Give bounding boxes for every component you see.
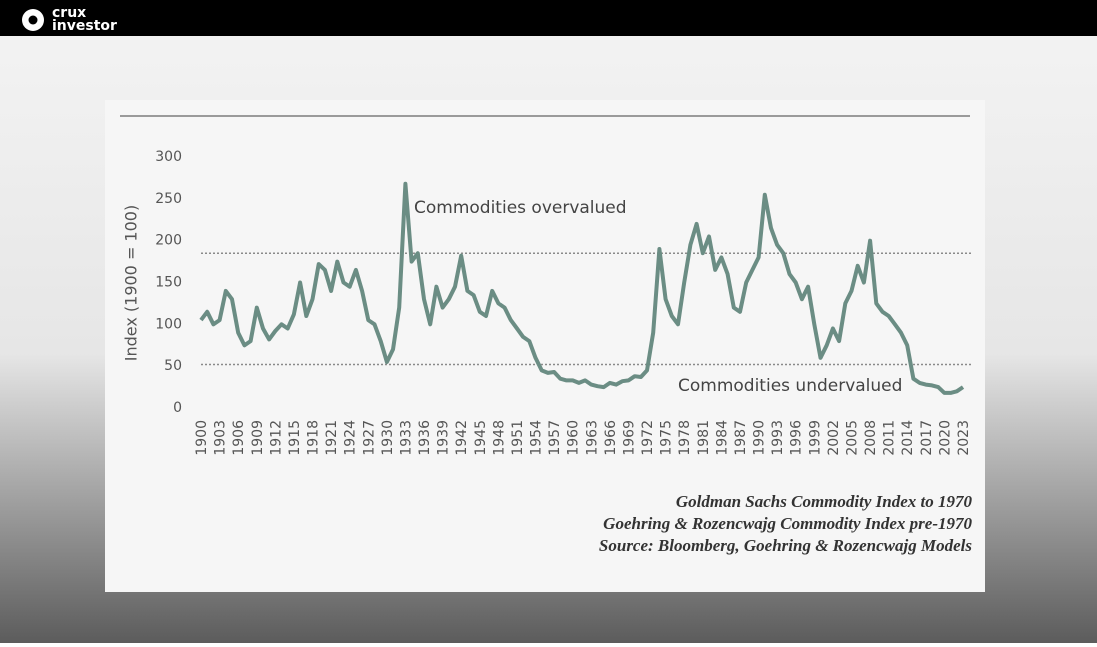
x-tick-label: 1942	[454, 420, 470, 456]
x-tick-label: 1936	[417, 420, 433, 456]
x-tick-label: 1939	[436, 420, 452, 456]
logo-text: crux	[52, 5, 86, 21]
x-tick-label: 1984	[714, 420, 730, 456]
x-tick-label: 1957	[547, 420, 563, 456]
x-tick-label: 1915	[287, 420, 303, 456]
x-tick-label: 1966	[603, 420, 619, 456]
x-tick-label: 1927	[361, 420, 377, 456]
annotation: Commodities overvalued	[414, 198, 627, 218]
x-tick-label: 2014	[900, 420, 916, 456]
x-tick-label: 1981	[696, 420, 712, 456]
x-tick-label: 1960	[566, 420, 582, 456]
x-tick-label: 1993	[770, 420, 786, 456]
x-tick-label: 2017	[919, 420, 935, 456]
source-note: Source: Bloomberg, Goehring & Rozencwajg…	[599, 536, 972, 555]
x-tick-label: 1975	[659, 420, 675, 456]
x-tick-label: 1918	[306, 420, 322, 456]
source-note: Goldman Sachs Commodity Index to 1970	[676, 492, 973, 511]
y-tick-label: 250	[155, 191, 182, 207]
y-tick-label: 100	[155, 316, 182, 332]
top-bar	[0, 0, 1097, 36]
x-tick-label: 2020	[937, 420, 953, 456]
x-tick-label: 2008	[863, 420, 879, 456]
index-line	[199, 181, 965, 395]
x-tick-label: 1912	[268, 420, 284, 456]
x-tick-label: 1996	[789, 420, 805, 456]
x-tick-label: 1954	[529, 420, 545, 456]
x-tick-label: 1906	[231, 420, 247, 456]
x-tick-label: 2023	[956, 420, 972, 456]
x-tick-label: 1969	[621, 420, 637, 456]
chart-panel	[105, 100, 985, 592]
x-tick-label: 1903	[213, 420, 229, 456]
x-tick-label: 1978	[677, 420, 693, 456]
y-tick-label: 50	[164, 358, 182, 374]
source-note: Goehring & Rozencwajg Commodity Index pr…	[603, 514, 972, 533]
annotation: Commodities undervalued	[678, 376, 902, 396]
x-tick-label: 1924	[343, 420, 359, 456]
logo-icon-hole	[28, 15, 38, 25]
x-tick-label: 1945	[473, 420, 489, 456]
x-tick-label: 1999	[807, 420, 823, 456]
x-tick-label: 1948	[491, 420, 507, 456]
x-tick-label: 1963	[584, 420, 600, 456]
x-tick-label: 1930	[380, 420, 396, 456]
x-tick-label: 1900	[194, 420, 210, 456]
x-tick-label: 1951	[510, 420, 526, 456]
y-axis-label: Index (1900 = 100)	[122, 205, 141, 361]
x-tick-label: 1933	[398, 420, 414, 456]
logo-text: investor	[52, 18, 117, 34]
y-tick-label: 200	[155, 233, 182, 249]
x-tick-label: 1909	[250, 420, 266, 456]
y-tick-label: 300	[155, 149, 182, 165]
x-tick-label: 1972	[640, 420, 656, 456]
x-tick-label: 1987	[733, 420, 749, 456]
x-tick-label: 2005	[844, 420, 860, 456]
y-tick-label: 0	[173, 400, 182, 416]
x-tick-label: 2002	[826, 420, 842, 456]
x-tick-label: 1990	[752, 420, 768, 456]
x-tick-label: 2011	[882, 420, 898, 456]
x-tick-label: 1921	[324, 420, 340, 456]
y-tick-label: 150	[155, 275, 182, 291]
